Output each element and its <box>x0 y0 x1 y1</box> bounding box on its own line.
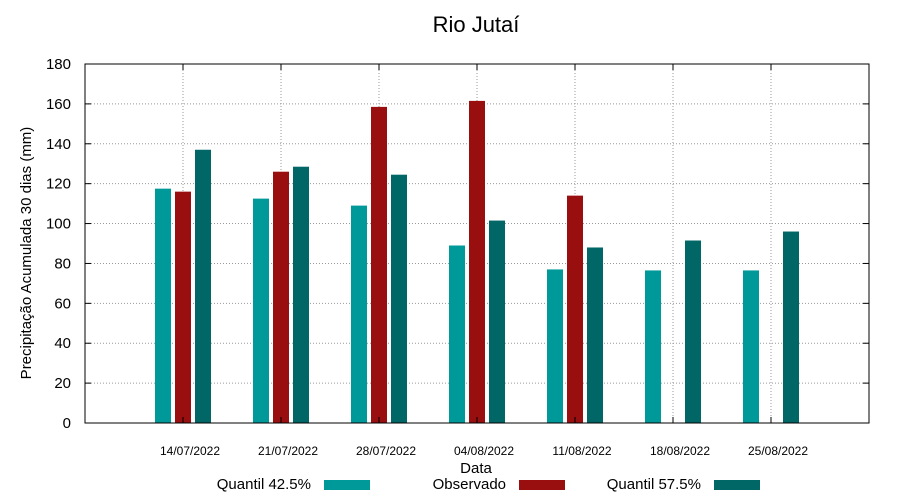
bar <box>587 247 603 423</box>
bar <box>567 195 583 423</box>
bar <box>391 174 407 423</box>
y-tick-label: 0 <box>63 415 71 432</box>
bar <box>489 220 505 423</box>
legend-label: Quantil 57.5% <box>607 476 701 493</box>
x-tick-label: 25/08/2022 <box>748 444 808 458</box>
legend-label: Quantil 42.5% <box>217 476 311 493</box>
y-axis-ticks: 0 20 40 60 80 100 120 140 160 180 <box>46 56 869 432</box>
bar <box>449 245 465 423</box>
legend: Quantil 42.5% Observado Quantil 57.5% <box>217 476 760 493</box>
bar <box>195 149 211 423</box>
bar <box>155 188 171 423</box>
x-tick-label: 11/08/2022 <box>552 444 611 458</box>
x-tick-label: 21/07/2022 <box>258 444 318 458</box>
x-axis-label: Data <box>460 460 492 477</box>
bars <box>155 100 799 424</box>
chart-title: Rio Jutaí <box>433 12 520 37</box>
legend-swatch <box>324 480 370 490</box>
bar <box>253 198 269 423</box>
y-tick-label: 80 <box>54 255 71 272</box>
x-axis-ticks: 14/07/2022 21/07/2022 28/07/2022 04/08/2022… <box>160 64 808 458</box>
bar <box>175 191 191 423</box>
legend-swatch <box>519 480 565 490</box>
y-tick-label: 180 <box>46 56 71 73</box>
bar <box>645 270 661 423</box>
y-tick-label: 140 <box>46 136 71 153</box>
bar <box>743 270 759 423</box>
x-tick-label: 04/08/2022 <box>454 444 514 458</box>
y-tick-label: 40 <box>54 335 71 352</box>
y-tick-label: 60 <box>54 295 71 312</box>
bar <box>783 231 799 423</box>
legend-swatch <box>714 480 760 490</box>
bar <box>293 166 309 424</box>
y-tick-label: 100 <box>46 216 71 233</box>
x-tick-label: 14/07/2022 <box>160 444 220 458</box>
y-tick-label: 120 <box>46 176 71 193</box>
x-tick-label: 18/08/2022 <box>650 444 710 458</box>
y-axis-label: Precipitação Acumulada 30 dias (mm) <box>18 127 35 380</box>
legend-label: Observado <box>433 476 506 493</box>
y-tick-label: 20 <box>54 375 71 392</box>
bar <box>685 240 701 423</box>
x-tick-label: 28/07/2022 <box>356 444 416 458</box>
bar <box>351 205 367 423</box>
y-tick-label: 160 <box>46 96 71 113</box>
bar <box>371 106 387 423</box>
bar <box>469 100 485 424</box>
bar <box>547 269 563 423</box>
bar <box>273 171 289 423</box>
